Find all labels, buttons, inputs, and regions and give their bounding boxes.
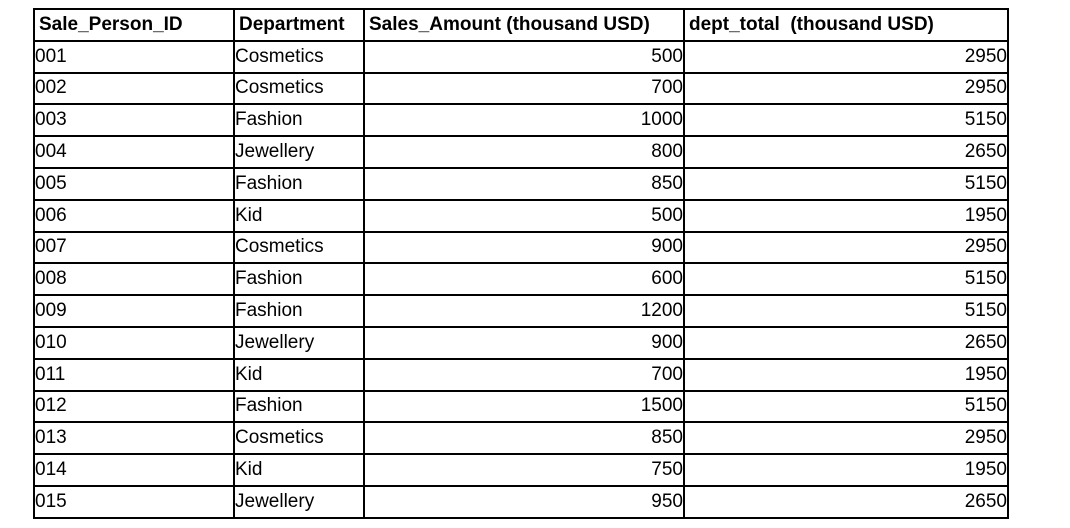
cell-dept-total: 2650	[683, 484, 1009, 519]
cell-department: Cosmetics	[233, 39, 365, 74]
cell-id: 006	[33, 198, 235, 233]
cell-sales-amount: 700	[363, 357, 685, 392]
cell-dept-total: 2950	[683, 39, 1009, 74]
header-cell-sales-amount: Sales_Amount (thousand USD)	[363, 8, 685, 42]
cell-department: Kid	[233, 198, 365, 233]
cell-sales-amount: 500	[363, 39, 685, 74]
cell-dept-total: 5150	[683, 103, 1009, 138]
cell-dept-total: 5150	[683, 294, 1009, 328]
cell-id: 015	[33, 484, 235, 519]
cell-dept-total: 2650	[683, 325, 1009, 360]
cell-dept-total: 2650	[683, 135, 1009, 169]
cell-id: 009	[33, 294, 235, 328]
cell-department: Cosmetics	[233, 421, 365, 456]
cell-dept-total: 2950	[683, 230, 1009, 265]
cell-department: Jewellery	[233, 135, 365, 169]
table-row: 007 Cosmetics 900 2950	[33, 230, 1009, 265]
table-row: 014 Kid 750 1950	[33, 453, 1009, 487]
cell-id: 014	[33, 453, 235, 487]
table-row: 002 Cosmetics 700 2950	[33, 71, 1009, 106]
cell-sales-amount: 1000	[363, 103, 685, 138]
cell-department: Fashion	[233, 166, 365, 201]
cell-id: 011	[33, 357, 235, 392]
cell-department: Fashion	[233, 294, 365, 328]
table-row: 012 Fashion 1500 5150	[33, 389, 1009, 424]
table-row: 009 Fashion 1200 5150	[33, 294, 1009, 328]
cell-department: Jewellery	[233, 325, 365, 360]
cell-sales-amount: 900	[363, 325, 685, 360]
cell-dept-total: 5150	[683, 166, 1009, 201]
cell-sales-amount: 800	[363, 135, 685, 169]
cell-sales-amount: 850	[363, 166, 685, 201]
cell-dept-total: 2950	[683, 71, 1009, 106]
cell-id: 008	[33, 262, 235, 297]
cell-sales-amount: 1500	[363, 389, 685, 424]
cell-sales-amount: 1200	[363, 294, 685, 328]
cell-sales-amount: 500	[363, 198, 685, 233]
cell-sales-amount: 950	[363, 484, 685, 519]
cell-sales-amount: 750	[363, 453, 685, 487]
cell-sales-amount: 850	[363, 421, 685, 456]
cell-department: Fashion	[233, 262, 365, 297]
cell-dept-total: 1950	[683, 453, 1009, 487]
cell-sales-amount: 600	[363, 262, 685, 297]
table-row: 006 Kid 500 1950	[33, 198, 1009, 233]
cell-department: Jewellery	[233, 484, 365, 519]
header-cell-department: Department	[233, 8, 365, 42]
table-row: 001 Cosmetics 500 2950	[33, 39, 1009, 74]
cell-dept-total: 1950	[683, 198, 1009, 233]
cell-sales-amount: 700	[363, 71, 685, 106]
cell-id: 012	[33, 389, 235, 424]
cell-department: Kid	[233, 453, 365, 487]
table-row: 015 Jewellery 950 2650	[33, 484, 1009, 519]
table-row: 004 Jewellery 800 2650	[33, 135, 1009, 169]
table-row: 011 Kid 700 1950	[33, 357, 1009, 392]
cell-id: 007	[33, 230, 235, 265]
table-row: 003 Fashion 1000 5150	[33, 103, 1009, 138]
cell-id: 005	[33, 166, 235, 201]
table-row: 005 Fashion 850 5150	[33, 166, 1009, 201]
cell-dept-total: 2950	[683, 421, 1009, 456]
header-row: Sale_Person_ID Department Sales_Amount (…	[33, 8, 1009, 42]
cell-department: Kid	[233, 357, 365, 392]
cell-department: Cosmetics	[233, 71, 365, 106]
table-row: 013 Cosmetics 850 2950	[33, 421, 1009, 456]
cell-id: 002	[33, 71, 235, 106]
cell-department: Fashion	[233, 389, 365, 424]
cell-dept-total: 5150	[683, 389, 1009, 424]
cell-id: 004	[33, 135, 235, 169]
sales-table: Sale_Person_ID Department Sales_Amount (…	[33, 8, 1009, 519]
cell-department: Cosmetics	[233, 230, 365, 265]
cell-id: 013	[33, 421, 235, 456]
cell-dept-total: 1950	[683, 357, 1009, 392]
header-cell-dept-total: dept_total (thousand USD)	[683, 8, 1009, 42]
cell-dept-total: 5150	[683, 262, 1009, 297]
cell-id: 010	[33, 325, 235, 360]
cell-id: 003	[33, 103, 235, 138]
table-row: 010 Jewellery 900 2650	[33, 325, 1009, 360]
cell-id: 001	[33, 39, 235, 74]
cell-sales-amount: 900	[363, 230, 685, 265]
table-row: 008 Fashion 600 5150	[33, 262, 1009, 297]
header-cell-sale-person-id: Sale_Person_ID	[33, 8, 235, 42]
cell-department: Fashion	[233, 103, 365, 138]
